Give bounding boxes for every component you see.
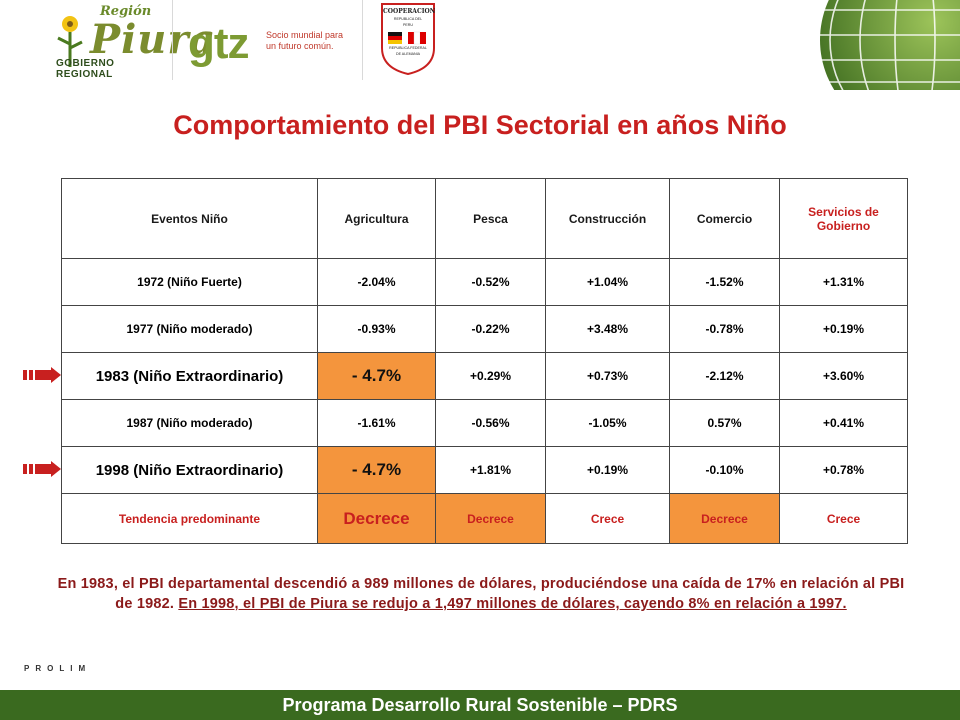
header-cell: Pesca: [435, 178, 546, 259]
event-cell: 1977 (Niño moderado): [61, 305, 318, 353]
cooperacion-title: COOPERACION: [383, 8, 436, 15]
value-cell: -2.12%: [669, 352, 780, 400]
event-cell: 1987 (Niño moderado): [61, 399, 318, 447]
cooperacion-line-3: REPUBLICA FEDERAL: [389, 46, 427, 50]
cooperacion-line-2: PERU: [403, 23, 413, 27]
footer-bar: Programa Desarrollo Rural Sostenible – P…: [0, 690, 960, 720]
pbi-table: Eventos Niño Agricultura Pesca Construcc…: [61, 178, 908, 544]
page-title: Comportamiento del PBI Sectorial en años…: [173, 110, 787, 140]
gobierno-regional-piura-logo: Región Piura GOBIERNO REGIONAL: [40, 2, 215, 80]
right-arrow-icon: [23, 461, 61, 477]
gtz-tagline: Socio mundial para un futuro común.: [266, 30, 356, 52]
value-cell: -2.04%: [317, 258, 436, 306]
summary-note: En 1983, el PBI departamental descendió …: [56, 574, 906, 614]
header-cell: Servicios de Gobierno: [779, 178, 908, 259]
trend-cell: Decrece: [435, 493, 546, 544]
event-cell: 1972 (Niño Fuerte): [61, 258, 318, 306]
trend-label-cell: Tendencia predominante: [61, 493, 318, 544]
table-row: 1972 (Niño Fuerte) -2.04% -0.52% +1.04% …: [61, 258, 908, 306]
trend-cell: Crece: [779, 493, 908, 544]
value-cell: +0.19%: [779, 305, 908, 353]
value-cell: +3.48%: [545, 305, 670, 353]
value-cell: +1.04%: [545, 258, 670, 306]
header-cell: Comercio: [669, 178, 780, 259]
value-cell: +1.31%: [779, 258, 908, 306]
table-row-highlight: 1983 (Niño Extraordinario) - 4.7% +0.29%…: [61, 352, 908, 400]
value-cell: -0.52%: [435, 258, 546, 306]
value-cell: -0.22%: [435, 305, 546, 353]
value-cell: -0.93%: [317, 305, 436, 353]
highlight-value-cell: - 4.7%: [317, 352, 436, 400]
cooperacion-line-4: DE ALEMANIA: [396, 52, 420, 56]
value-cell: -1.05%: [545, 399, 670, 447]
header-cell: Eventos Niño: [61, 178, 318, 259]
table-row: 1977 (Niño moderado) -0.93% -0.22% +3.48…: [61, 305, 908, 353]
prolim-logo: PROLIM: [24, 664, 92, 673]
cooperacion-badge: COOPERACION REPUBLICA DEL PERU REPUBLICA…: [378, 2, 438, 76]
value-cell: +3.60%: [779, 352, 908, 400]
header-bar: Región Piura GOBIERNO REGIONAL gtz Socio…: [0, 0, 960, 90]
right-arrow-icon: [23, 367, 61, 383]
table-header-row: Eventos Niño Agricultura Pesca Construcc…: [61, 178, 908, 259]
value-cell: +0.41%: [779, 399, 908, 447]
value-cell: -0.10%: [669, 446, 780, 494]
trend-cell: Decrece: [317, 493, 436, 544]
event-cell: 1983 (Niño Extraordinario): [61, 352, 318, 400]
globe-icon: [810, 0, 960, 90]
note-part-2-underlined: En 1998, el PBI de Piura se redujo a 1,4…: [178, 596, 847, 612]
region-word: Región: [100, 4, 152, 19]
value-cell: -1.61%: [317, 399, 436, 447]
value-cell: -0.56%: [435, 399, 546, 447]
header-divider: [362, 0, 363, 80]
header-cell: Construcción: [545, 178, 670, 259]
header-cell: Agricultura: [317, 178, 436, 259]
highlight-value-cell: - 4.7%: [317, 446, 436, 494]
sunflower-figure-icon: [57, 16, 83, 67]
gtz-tagline-line-2: un futuro común.: [266, 41, 334, 51]
table-row: 1987 (Niño moderado) -1.61% -0.56% -1.05…: [61, 399, 908, 447]
table-row-highlight: 1998 (Niño Extraordinario) - 4.7% +1.81%…: [61, 446, 908, 494]
trend-cell: Crece: [545, 493, 670, 544]
shield-icon: [381, 3, 435, 76]
piura-word: Piura: [90, 16, 217, 63]
note-part-1: En 1983, el PBI departamental descendió …: [57, 576, 905, 612]
gobierno-regional-word: GOBIERNO REGIONAL: [56, 58, 115, 80]
value-cell: -1.52%: [669, 258, 780, 306]
header-divider: [172, 0, 173, 80]
value-cell: -0.78%: [669, 305, 780, 353]
value-cell: 0.57%: [669, 399, 780, 447]
value-cell: +0.73%: [545, 352, 670, 400]
trend-row: Tendencia predominante Decrece Decrece C…: [61, 493, 908, 544]
value-cell: +0.19%: [545, 446, 670, 494]
gtz-tagline-line-1: Socio mundial para: [266, 30, 344, 40]
trend-cell: Decrece: [669, 493, 780, 544]
gtz-logo: gtz: [188, 19, 250, 68]
footer-title: Programa Desarrollo Rural Sostenible – P…: [282, 695, 678, 715]
value-cell: +0.78%: [779, 446, 908, 494]
value-cell: +0.29%: [435, 352, 546, 400]
event-cell: 1998 (Niño Extraordinario): [61, 446, 318, 494]
cooperacion-line-1: REPUBLICA DEL: [393, 17, 423, 21]
value-cell: +1.81%: [435, 446, 546, 494]
